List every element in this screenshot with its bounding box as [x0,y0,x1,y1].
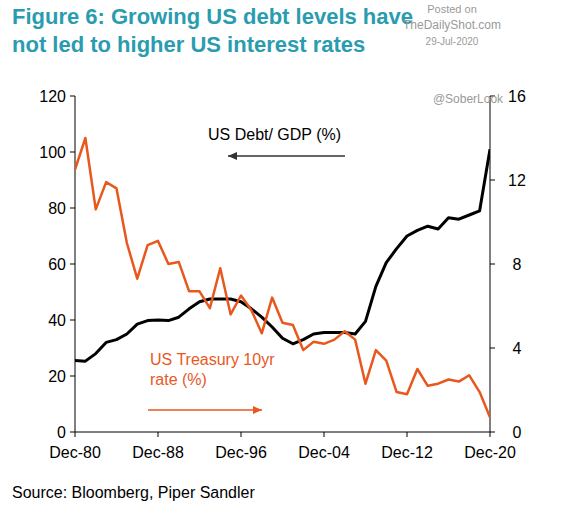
y-tick-label: 80 [48,200,66,217]
y-tick-label: 40 [48,312,66,329]
y-tick [70,152,75,153]
series-label: US Treasury 10yr rate (%) [150,350,275,390]
x-tick-label: Dec-80 [49,444,101,461]
arrow [228,155,345,157]
source: Source: Bloomberg, Piper Sandler [12,484,255,502]
chart: 0 20 40 60 80 100 120 0 4 8 12 16 Dec-80 Dec-88 Dec-96… [0,0,564,518]
watermark: TheDailyShot.com [403,18,501,32]
title: Figure 6: Growing US debt levels have no… [12,3,432,59]
y2-tick-label: 16 [508,88,526,105]
x-tick [324,432,325,437]
y-tick [70,376,75,377]
y-tick [70,432,75,433]
x-tick [241,432,242,437]
x-tick [75,432,76,437]
x-tick-label: Dec-20 [464,444,516,461]
y-tick-label: 100 [39,144,66,161]
y2-tick [490,432,495,433]
plot-area [75,138,490,417]
x-tick-label: Dec-04 [298,444,350,461]
x-tick-label: Dec-88 [132,444,184,461]
x-tick-label: Dec-96 [215,444,267,461]
y2-tick-label: 12 [508,172,526,189]
series-label: US Debt/ GDP (%) [208,126,341,143]
y2-tick-label: 0 [513,424,522,441]
y2-tick [490,180,495,181]
y-tick [70,96,75,97]
x-tick [407,432,408,437]
watermark: 29-Jul-2020 [426,36,479,47]
x-tick-label: Dec-12 [381,444,433,461]
y2-tick [490,348,495,349]
y2-tick-label: 8 [513,256,522,273]
series-line [75,149,490,361]
watermark: @SoberLook [433,92,504,106]
watermark: Posted on [427,3,477,15]
y-tick-label: 0 [57,424,66,441]
y2-tick-label: 4 [513,340,522,357]
y-tick-label: 120 [39,88,66,105]
y-tick-label: 20 [48,368,66,385]
y-tick [70,208,75,209]
y-tick-label: 60 [48,256,66,273]
x-axis [75,432,490,433]
series-line [75,138,490,417]
y2-tick [490,264,495,265]
y-tick [70,264,75,265]
x-tick [490,432,491,437]
y-tick [70,320,75,321]
arrow [148,409,262,411]
x-tick [158,432,159,437]
